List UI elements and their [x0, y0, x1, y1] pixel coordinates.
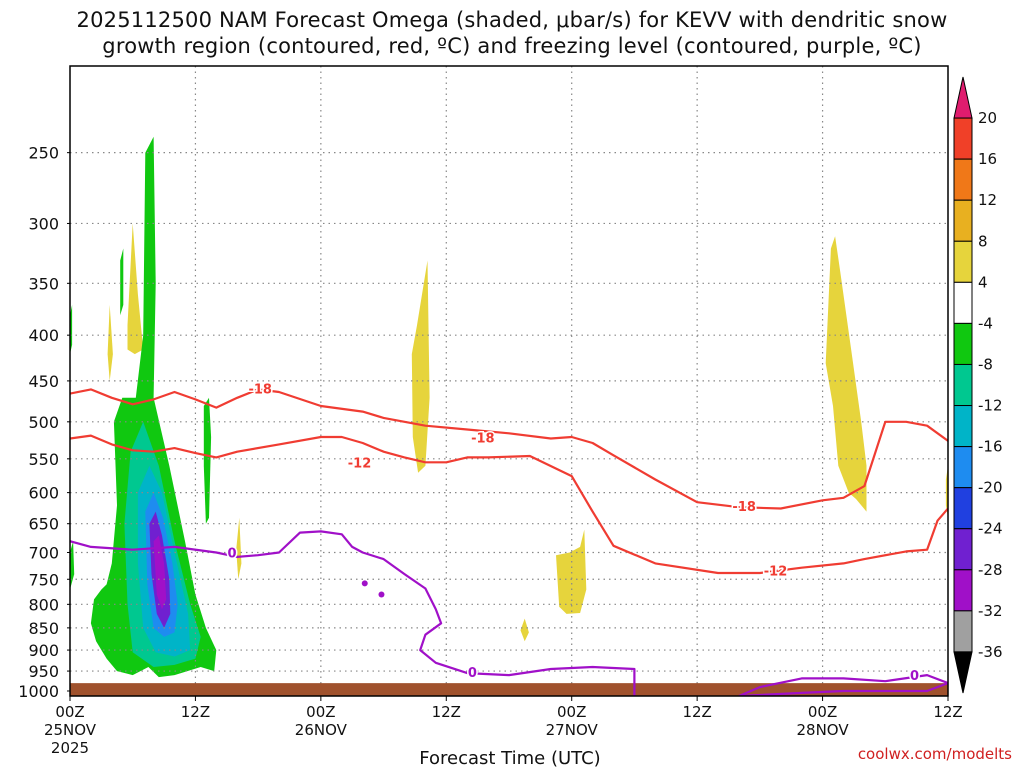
- y-tick-label-800: 800: [28, 595, 59, 614]
- colorbar-bin-11: [953, 528, 973, 571]
- omega-region-ascent-green-tail-hr13: [203, 397, 212, 524]
- colorbar-label-9: -20: [978, 479, 1003, 497]
- colorbar-bin-2: [953, 158, 973, 201]
- x-tick-date-48: 27NOV: [546, 721, 599, 739]
- colorbar-bin-6: [953, 322, 973, 365]
- contour-minus-18: [70, 388, 948, 510]
- colorbar-label-5: -4: [978, 314, 993, 332]
- y-tick-label-950: 950: [28, 662, 59, 681]
- x-tick-label-84: 12Z: [933, 703, 962, 721]
- colorbar-label-1: 16: [978, 150, 997, 168]
- colorbar-bin-5: [953, 281, 973, 324]
- y-tick-label-450: 450: [28, 372, 59, 391]
- y-tick-label-750: 750: [28, 570, 59, 589]
- omega-region-descent-hr16: [236, 517, 242, 580]
- y-tick-label-900: 900: [28, 641, 59, 660]
- freezing-level-blob-1: [378, 591, 385, 598]
- omega-region-ascent-green-sliver-hr5: [120, 248, 124, 316]
- omega-region-descent-hr43: [520, 618, 529, 642]
- omega-region-ascent-outer: [90, 136, 217, 678]
- plot-area: [70, 66, 948, 696]
- colorbar-label-6: -8: [978, 355, 993, 373]
- x-tick-label-0: 00Z: [55, 703, 84, 721]
- x-tick-label-60: 12Z: [682, 703, 711, 721]
- colorbar-label-13: -36: [978, 643, 1003, 661]
- x-tick-date-0: 25NOV: [44, 721, 97, 739]
- omega-region-ascent-green-edge-hr0b: [70, 541, 75, 590]
- y-tick-label-600: 600: [28, 484, 59, 503]
- colorbar-bin-9: [953, 446, 973, 489]
- y-tick-label-700: 700: [28, 543, 59, 562]
- omega-region-descent-near-hr11: [127, 223, 144, 355]
- colorbar-bottom-arrow: [953, 651, 973, 694]
- colorbar-bin-8: [953, 405, 973, 448]
- credit-text: coolwx.com/modelts: [858, 745, 1012, 763]
- omega-region-ascent-max: [153, 535, 167, 610]
- x-tick-label-48: 00Z: [557, 703, 586, 721]
- contour-label-freezing-level-1: 0: [468, 666, 477, 681]
- x-tick-label-72: 00Z: [808, 703, 837, 721]
- colorbar-bin-3: [953, 199, 973, 242]
- x-tick-label-36: 12Z: [432, 703, 461, 721]
- terrain-ground: [70, 683, 948, 696]
- x-tick-date-24: 26NOV: [295, 721, 348, 739]
- x-tick-label-12: 12Z: [181, 703, 210, 721]
- contour-freezing-level: [70, 530, 636, 696]
- colorbar-bin-10: [953, 487, 973, 530]
- colorbar-label-4: 4: [978, 273, 988, 291]
- colorbar-bin-13: [953, 610, 973, 653]
- colorbar-label-12: -32: [978, 602, 1003, 620]
- contour-freezing-level-2: [738, 673, 948, 696]
- contour-label-minus-18-0: -18: [248, 382, 272, 397]
- colorbar-label-11: -28: [978, 561, 1003, 579]
- contour-label-minus-12-0: -12: [348, 457, 372, 472]
- contour-minus-12: [70, 434, 948, 575]
- freezing-level-blob-0: [361, 580, 368, 587]
- contour-label-minus-18-2: -18: [732, 500, 756, 515]
- contour-label-minus-18-1: -18: [471, 432, 495, 447]
- y-tick-label-850: 850: [28, 619, 59, 638]
- colorbar-bin-7: [953, 363, 973, 407]
- x-tick-date-72: 28NOV: [797, 721, 850, 739]
- contour-label-freezing-level-0: 0: [227, 547, 236, 562]
- y-tick-label-250: 250: [28, 144, 59, 163]
- colorbar-label-10: -24: [978, 520, 1003, 538]
- contour-label-minus-12-1: -12: [764, 564, 788, 579]
- colorbar-label-2: 12: [978, 191, 997, 209]
- x-tick-label-24: 00Z: [306, 703, 335, 721]
- omega-region-descent-hr33: [411, 260, 430, 473]
- colorbar-bin-1: [953, 117, 973, 160]
- y-tick-label-400: 400: [28, 326, 59, 345]
- x-tick-year-0: 2025: [51, 739, 89, 757]
- colorbar-label-8: -16: [978, 438, 1003, 456]
- chart-title-line-1: 2025112500 NAM Forecast Omega (shaded, μ…: [76, 8, 948, 32]
- y-tick-label-300: 300: [28, 214, 59, 233]
- colorbar-bin-4: [953, 240, 973, 283]
- y-tick-label-350: 350: [28, 274, 59, 293]
- colorbar-label-7: -12: [978, 397, 1003, 415]
- colorbar-label-0: 20: [978, 109, 997, 127]
- omega-region-descent-hr72: [825, 236, 867, 512]
- y-tick-label-650: 650: [28, 515, 59, 534]
- omega-region-descent-small-hr3: [107, 304, 113, 381]
- y-tick-label-500: 500: [28, 413, 59, 432]
- colorbar-bin-12: [953, 569, 973, 612]
- omega-region-descent-hr47: [556, 529, 587, 614]
- chart-title-line-2: growth region (contoured, red, ºC) and f…: [102, 34, 922, 58]
- colorbar-top-arrow: [953, 76, 973, 119]
- x-axis-title: Forecast Time (UTC): [419, 748, 600, 768]
- y-tick-label-550: 550: [28, 450, 59, 469]
- contour-label-freezing-level-2-0: 0: [910, 669, 919, 684]
- y-tick-label-1000: 1000: [18, 682, 59, 701]
- colorbar-label-3: 8: [978, 232, 988, 250]
